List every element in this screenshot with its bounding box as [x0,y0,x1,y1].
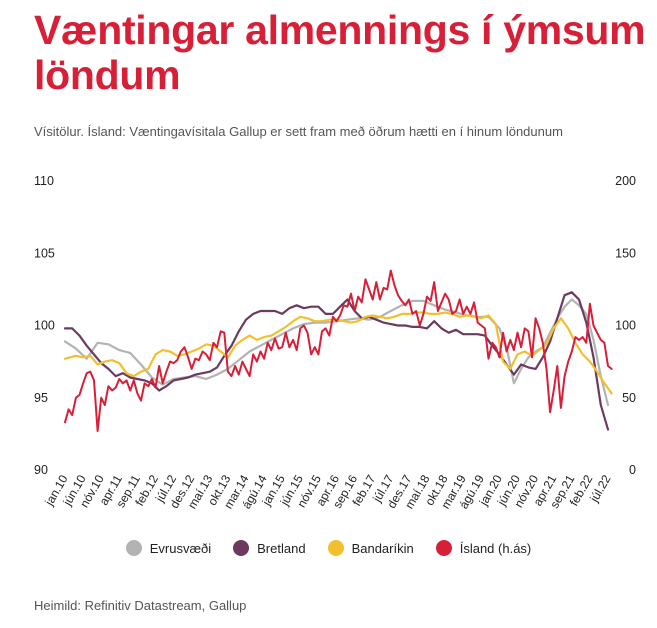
legend-item-bandarikin: Bandaríkin [327,540,414,556]
right-axis-tick: 150 [615,246,636,260]
left-axis-tick: 105 [34,246,55,260]
right-axis-tick: 0 [629,463,636,477]
left-axis-tick: 110 [34,174,54,188]
series-line-island [64,269,613,432]
series-lines [63,269,613,432]
legend: Evrusvæði Bretland Bandaríkin Ísland (h.… [0,540,657,556]
legend-item-island: Ísland (h.ás) [435,540,532,556]
left-axis: 110 105 100 95 90 [34,174,55,477]
legend-label-island: Ísland (h.ás) [459,540,532,556]
right-axis-tick: 50 [622,391,636,405]
legend-swatch-evrusvaedi [125,540,142,556]
legend-swatch-bandarikin [327,540,344,556]
series-line-bandarikin [63,311,613,395]
x-axis: jan.10jún.10nóv.10apr.11sep.11feb.12júl.… [42,472,614,511]
right-axis-tick: 200 [615,174,636,188]
legend-swatch-bretland [233,540,250,556]
legend-item-bretland: Bretland [233,540,306,556]
chart-subtitle: Vísitölur. Ísland: Væntingavísitala Gall… [34,124,563,139]
legend-label-evrusvaedi: Evrusvæði [149,540,212,556]
left-axis-tick: 95 [34,391,48,405]
left-axis-tick: 100 [34,319,55,333]
chart-title: Væntingar almennings í ýmsum löndum [34,7,646,98]
legend-item-evrusvaedi: Evrusvæði [125,540,212,556]
right-axis-tick: 100 [615,319,636,333]
legend-label-bandarikin: Bandaríkin [351,540,414,556]
source-note: Heimild: Refinitiv Datastream, Gallup [34,598,247,613]
right-axis: 200 150 100 50 0 [615,174,636,477]
legend-swatch-island [435,540,452,556]
legend-label-bretland: Bretland [257,540,306,556]
left-axis-tick: 90 [34,463,48,477]
